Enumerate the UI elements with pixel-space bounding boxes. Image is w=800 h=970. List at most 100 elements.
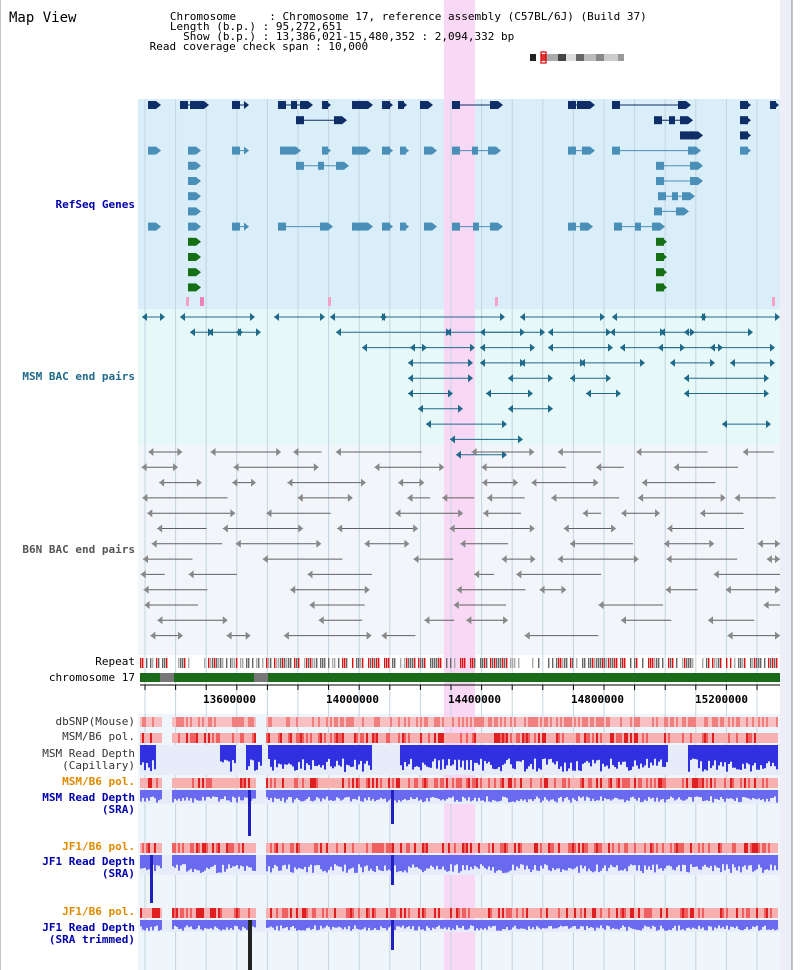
msm-sra-depth-bar xyxy=(490,790,492,803)
dbsnp-density xyxy=(660,717,662,727)
track-label-msm-depth-cap-1[interactable]: MSM Read Depth xyxy=(42,747,135,760)
msm-capillary-depth-bar xyxy=(448,745,450,760)
msm-b6-pol-density xyxy=(590,733,592,743)
track-label-jf1-b6-pol-2[interactable]: JF1/B6 pol. xyxy=(62,905,135,918)
track-label-msm-bac[interactable]: MSM BAC end pairs xyxy=(22,370,135,383)
jf1-trimmed-depth-bar xyxy=(338,920,340,927)
msm-b6-pol-density xyxy=(272,778,274,788)
jf1-b6-pol-density xyxy=(664,843,666,853)
b6n-bac-end xyxy=(593,478,599,487)
track-label-b6n-bac[interactable]: B6N BAC end pairs xyxy=(22,543,135,556)
jf1-b6-pol-density xyxy=(356,843,358,853)
msm-b6-pol-density xyxy=(504,778,506,788)
jf1-trimmed-depth-bar xyxy=(690,920,692,930)
track-label-refseq[interactable]: RefSeq Genes xyxy=(55,198,135,211)
track-label-msm-depth-cap-2[interactable]: (Capillary) xyxy=(62,759,135,772)
msm-b6-pol-density xyxy=(348,778,350,788)
repeat-mark xyxy=(486,658,488,668)
msm-b6-pol-density xyxy=(662,778,664,788)
track-label-jf1-b6-pol-1[interactable]: JF1/B6 pol. xyxy=(62,840,135,853)
track-label-jf1-depth-sra-1[interactable]: JF1 Read Depth xyxy=(42,855,135,868)
msm-b6-pol-density xyxy=(182,733,184,743)
msm-b6-pol-density xyxy=(412,733,414,743)
track-label-jf1-depth-sra-2[interactable]: (SRA) xyxy=(101,867,135,880)
repeat-mark xyxy=(166,658,168,668)
msm-b6-pol-density xyxy=(736,778,738,788)
jf1-b6-pol-density xyxy=(650,843,652,853)
track-label-dbsnp[interactable]: dbSNP(Mouse) xyxy=(55,715,135,728)
jf1-b6-pol-density xyxy=(190,843,192,853)
jf1-trimmed-depth-bar xyxy=(646,920,648,927)
repeat-mark xyxy=(284,658,286,668)
jf1-trimmed-depth-bar xyxy=(324,920,326,928)
msm-capillary-depth-bar xyxy=(420,745,422,771)
gene-strand-arrow xyxy=(196,146,201,155)
track-label-msm-depth-sra-2[interactable]: (SRA) xyxy=(101,803,135,816)
msm-b6-pol-density xyxy=(426,778,428,788)
jf1-sra-depth-bar xyxy=(304,855,306,867)
jf1-b6-pol-density xyxy=(376,908,378,918)
gene-strand-arrow xyxy=(308,101,313,109)
dbsnp-density xyxy=(178,717,180,727)
jf1-trimmed-depth-bar xyxy=(614,920,616,929)
msm-b6-pol-density xyxy=(464,733,466,743)
jf1-b6-pol-density xyxy=(192,908,194,918)
track-label-msm-b6-pol-2[interactable]: MSM/B6 pol. xyxy=(62,775,135,788)
b6n-bac-end xyxy=(636,448,642,456)
track-label-msm-b6-pol-1[interactable]: MSM/B6 pol. xyxy=(62,730,135,743)
jf1-b6-pol-density xyxy=(214,843,216,853)
refseq-pink-mark xyxy=(200,297,204,306)
jf1-b6-pol-density xyxy=(344,908,346,918)
jf1-trimmed-depth-bar xyxy=(502,920,504,929)
msm-sra-depth-bar xyxy=(240,790,242,801)
repeat-mark xyxy=(308,658,310,668)
msm-b6-pol-density xyxy=(476,778,478,788)
jf1-b6-pol-density xyxy=(552,843,554,853)
jf1-b6-pol-density xyxy=(274,908,276,918)
msm-capillary-depth-bar xyxy=(250,745,252,760)
msm-capillary-depth-bar xyxy=(330,745,332,767)
dbsnp-density xyxy=(158,717,160,727)
msm-b6-pol-density xyxy=(604,778,606,788)
gene-exon xyxy=(656,177,664,185)
repeat-mark xyxy=(752,658,754,668)
msm-capillary-depth-bar xyxy=(152,745,154,761)
msm-b6-pol-density xyxy=(186,778,188,788)
jf1-trimmed-depth-bar xyxy=(584,920,586,930)
jf1-b6-pol-density xyxy=(770,908,772,918)
msm-sra-depth-bar xyxy=(578,790,580,797)
track-label-msm-depth-sra-1[interactable]: MSM Read Depth xyxy=(42,791,135,804)
gene-exon xyxy=(740,101,748,109)
repeat-mark xyxy=(714,658,716,668)
jf1-b6-pol-density xyxy=(692,843,694,853)
jf1-trimmed-depth-bar xyxy=(492,920,494,927)
track-label-jf1-depth-trim-2[interactable]: (SRA trimmed) xyxy=(48,933,135,946)
msm-capillary-depth-bar xyxy=(444,745,446,769)
msm-b6-pol-density xyxy=(516,778,518,788)
msm-capillary-depth-bar xyxy=(324,745,326,770)
msm-b6-pol-density xyxy=(714,778,716,788)
msm-sra-depth-bar xyxy=(454,790,456,802)
jf1-trimmed-depth-bar xyxy=(608,920,610,927)
msm-capillary-depth-bar xyxy=(370,745,372,770)
msm-capillary-depth-bar xyxy=(662,745,664,767)
jf1-sra-depth-bar xyxy=(238,855,240,869)
msm-b6-pol-density xyxy=(496,733,498,743)
msm-b6-pol-density xyxy=(486,778,488,788)
msm-b6-pol-density xyxy=(568,733,570,743)
msm-sra-depth-bar xyxy=(538,790,540,799)
b6n-bac-end xyxy=(638,493,644,502)
msm-capillary-depth-bar xyxy=(328,745,330,759)
gene-exon xyxy=(740,116,748,125)
jf1-trimmed-depth-bar xyxy=(666,920,668,931)
jf1-b6-pol-density xyxy=(252,843,254,853)
dbsnp-density xyxy=(564,717,566,727)
jf1-sra-depth-bar xyxy=(656,855,658,865)
msm-sra-depth-bar xyxy=(194,790,196,799)
jf1-b6-pol-density xyxy=(446,843,448,853)
msm-b6-pol-density xyxy=(644,778,646,788)
jf1-trimmed-depth-bar xyxy=(422,920,424,930)
track-label-jf1-depth-trim-1[interactable]: JF1 Read Depth xyxy=(42,921,135,934)
msm-sra-depth-bar xyxy=(426,790,428,799)
